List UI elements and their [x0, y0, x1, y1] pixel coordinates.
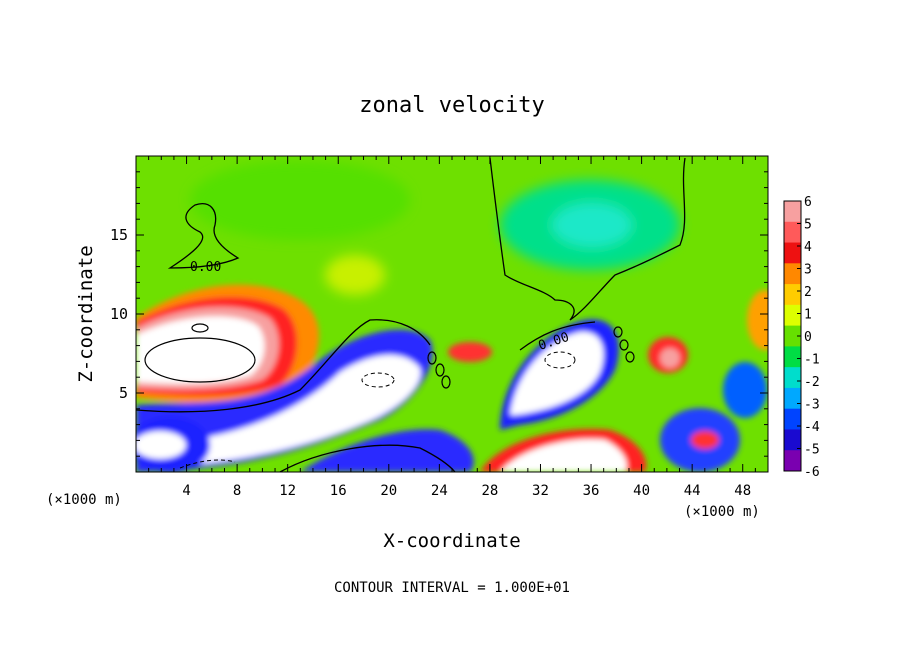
contour-interval-footer: CONTOUR INTERVAL = 1.000E+01: [334, 580, 570, 596]
right-white-lobe: [510, 331, 604, 415]
colorbar-tick-label: -2: [804, 375, 820, 390]
upper-cyan-core: [552, 203, 632, 247]
x-tick-label: 24: [431, 483, 448, 499]
x-tick-label: 44: [684, 483, 701, 499]
plot-area: 0.00 0.00: [136, 156, 768, 472]
colorbar-tick-label: 2: [804, 285, 812, 300]
small-red-blob-3: [691, 431, 719, 449]
colorbar-swatch: [784, 367, 801, 389]
colorbar-swatch: [784, 325, 801, 347]
chart-title: zonal velocity: [359, 93, 544, 118]
dashed-contour-2: [544, 351, 576, 369]
right-orange-edge: [747, 290, 768, 350]
colorbar-swatch: [784, 201, 801, 223]
small-loop-3: [441, 375, 451, 389]
contour-zero-central: [489, 157, 686, 321]
x-axis-unit-right: (×1000 m): [684, 504, 760, 520]
colorbar-tick-label: 0: [804, 330, 812, 345]
yellow-patch: [325, 255, 385, 295]
x-tick-label: 28: [481, 483, 498, 499]
left-white-core: [136, 316, 265, 384]
small-loop-5: [619, 339, 629, 351]
colorbar-tick-label: -3: [804, 398, 820, 413]
x-tick-label: 20: [380, 483, 397, 499]
y-axis-label: Z-coordinate: [75, 245, 97, 382]
colorbar-swatch: [784, 263, 801, 285]
x-tick-label: 8: [233, 483, 241, 499]
colorbar-tick-label: 4: [804, 240, 812, 255]
bottom-right-white: [500, 439, 627, 472]
contour-label-1: 0.00: [190, 260, 221, 275]
small-red-blob-1: [448, 342, 492, 362]
contour-zero-bottom: [279, 444, 456, 472]
small-loop-2: [435, 363, 445, 377]
colorbar-swatch: [784, 242, 801, 264]
colorbar-swatch: [784, 304, 801, 327]
colorbar-swatch: [784, 284, 801, 306]
bottom-blue-band: [300, 429, 474, 472]
x-tick-label: 40: [633, 483, 650, 499]
x-tick-label: 12: [279, 483, 296, 499]
colorbar-swatch: [784, 408, 801, 430]
x-axis-ticks: 4 8 12 16 20 24 28 32 36 40 44 48: [148, 156, 769, 499]
y-tick-label: 5: [119, 384, 128, 402]
colorbar-tick-label: 3: [804, 263, 812, 278]
contour-zero-lower-right: [519, 321, 596, 351]
colorbar-swatch: [784, 450, 801, 472]
x-tick-label: 4: [182, 483, 190, 499]
colorbar-swatch: [784, 429, 801, 451]
colorbar-tick-label: -4: [804, 420, 820, 435]
x-axis-unit-left: (×1000 m): [46, 492, 122, 508]
x-tick-label: 48: [734, 483, 751, 499]
colorbar-swatch: [784, 387, 801, 410]
colorbar-swatch: [784, 221, 801, 244]
small-white-blob-3: [136, 431, 186, 459]
colorbar: 6 5 4 3 2 1 0 -1 -2 -3 -4 -5 -6: [783, 195, 820, 480]
x-axis-label: X-coordinate: [383, 530, 520, 552]
colorbar-swatch: [784, 346, 801, 368]
inner-contour-left: [144, 337, 256, 383]
small-loop-1: [427, 351, 437, 365]
colorbar-tick-label: -1: [804, 353, 820, 368]
y-tick-label: 10: [110, 305, 128, 323]
small-loop-6: [625, 351, 635, 363]
colorbar-tick-label: -6: [804, 465, 820, 480]
contour-zero-left: [167, 203, 240, 269]
inner-contour-left-2: [191, 323, 209, 333]
x-tick-label: 36: [583, 483, 600, 499]
y-tick-label: 15: [110, 226, 128, 244]
colorbar-tick-label: -5: [804, 443, 820, 458]
x-tick-label: 16: [330, 483, 347, 499]
colorbar-tick-label: 6: [804, 195, 812, 210]
contour-zero-lower-left: [136, 319, 431, 413]
dashed-contour-3: [179, 459, 236, 469]
dashed-contour-1: [361, 372, 395, 388]
central-white-tongue: [150, 354, 421, 468]
small-pink-core-2: [660, 348, 680, 368]
small-loop-4: [613, 326, 623, 338]
upper-left-green: [190, 160, 410, 240]
y-axis-ticks: 5 10 15: [110, 171, 768, 457]
colorbar-tick-label: 1: [804, 308, 812, 323]
colorbar-tick-label: 5: [804, 218, 812, 233]
small-blue-blob-2: [723, 362, 767, 418]
x-tick-label: 32: [532, 483, 549, 499]
